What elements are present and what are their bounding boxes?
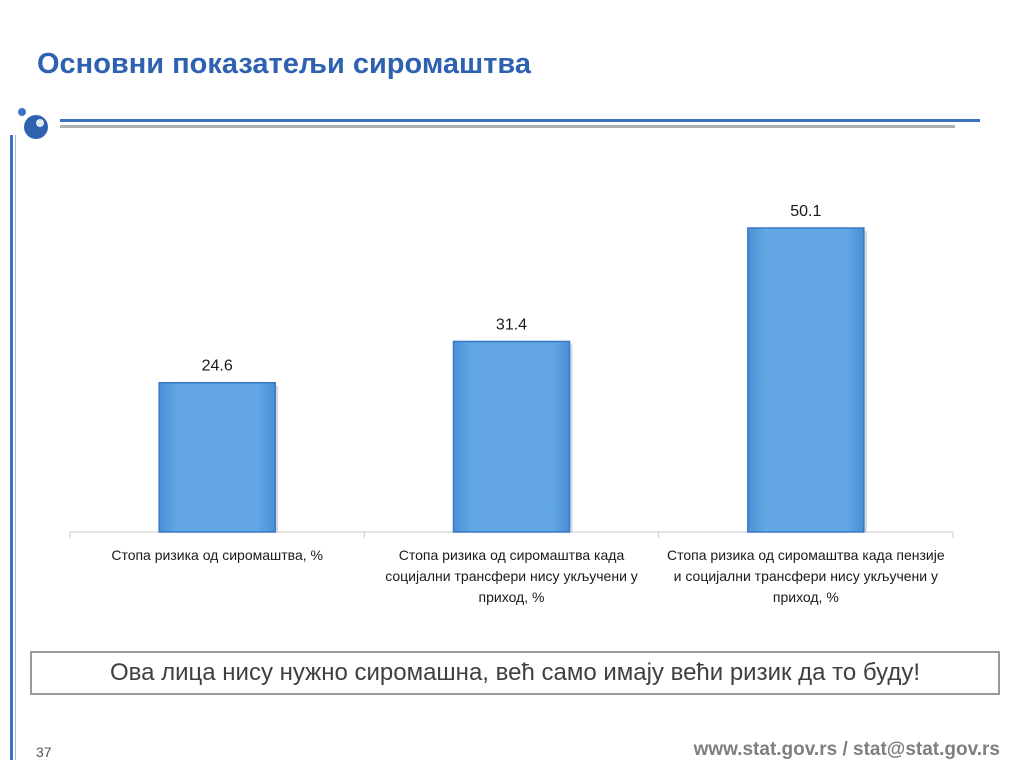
category-label-3: Стопа ризика од сиромаштва када пензије … xyxy=(667,547,945,605)
small-dot-icon xyxy=(18,108,26,116)
category-label-1: Стопа ризика од сиромаштва, % xyxy=(111,547,323,563)
chart-axis xyxy=(69,531,954,538)
bar-1 xyxy=(158,381,276,533)
page-number: 37 xyxy=(36,744,52,760)
bar-value-label-1: 24.6 xyxy=(202,358,233,375)
category-label-2: Стопа ризика од сиромаштва када социјалн… xyxy=(385,547,638,605)
note-text: Ова лица нису нужно сиромашна, већ само … xyxy=(109,659,921,686)
chart-data-labels: 24.6 31.4 50.1 xyxy=(202,203,822,375)
footer-url: www.stat.gov.rs / stat@stat.gov.rs xyxy=(693,739,1000,760)
header-accent-line xyxy=(60,119,980,122)
slide-title: Основни показатељи сиромаштва xyxy=(37,48,531,80)
bullet-highlight-icon xyxy=(36,119,44,127)
bar-value-label-2: 31.4 xyxy=(496,316,527,333)
left-accent-line xyxy=(10,135,13,760)
left-thin-line xyxy=(15,135,16,760)
bar-2 xyxy=(452,340,571,533)
note-box: Ова лица нису нужно сиромашна, већ само … xyxy=(30,651,1000,695)
header-gray-line xyxy=(60,125,955,128)
chart-bars xyxy=(158,227,867,533)
bar-value-label-3: 50.1 xyxy=(790,203,821,220)
bar-3 xyxy=(747,227,865,533)
